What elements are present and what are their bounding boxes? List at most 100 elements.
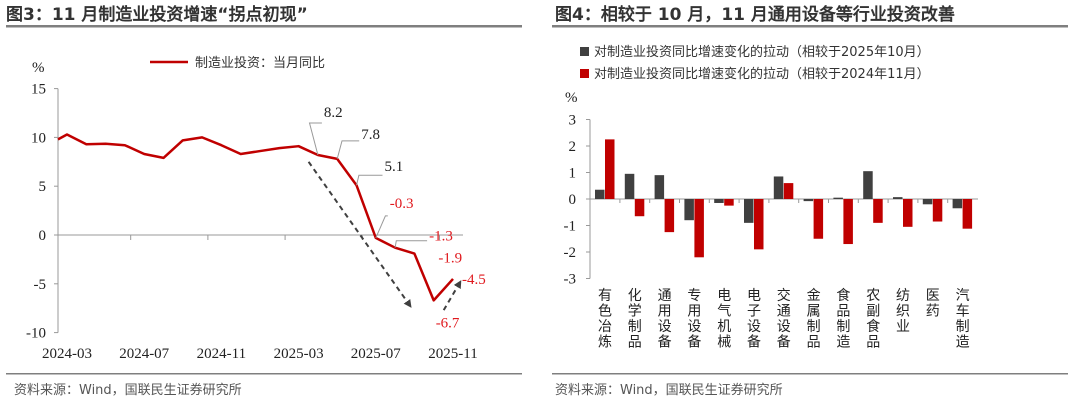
legend-swatch bbox=[580, 47, 589, 56]
y-axis-unit: % bbox=[32, 60, 45, 76]
left-title-rule bbox=[6, 25, 522, 28]
category-label-char: 子 bbox=[747, 304, 761, 320]
category-label-char: 交 bbox=[777, 287, 791, 304]
category-label-char: 品 bbox=[628, 335, 642, 351]
category-label-char: 制 bbox=[807, 319, 821, 335]
category-label-char: 机 bbox=[717, 319, 731, 335]
trend-arrow bbox=[307, 161, 412, 308]
category-label: 通用设备 bbox=[658, 288, 672, 351]
category-label-char: 化 bbox=[628, 288, 642, 304]
category-label-char: 设 bbox=[747, 319, 761, 335]
left-figure-title: 图3：11 月制造业投资增速“拐点初现” bbox=[6, 4, 308, 25]
category-label-char: 色 bbox=[598, 303, 612, 320]
bar-vs-nov-2024 bbox=[932, 199, 943, 222]
category-label-char: 制 bbox=[956, 319, 970, 335]
bar-vs-oct-2025 bbox=[922, 199, 933, 205]
right-footer-rule bbox=[552, 373, 1068, 375]
bar-vs-nov-2024 bbox=[605, 139, 615, 199]
category-label-char: 备 bbox=[777, 334, 791, 351]
category-label-char: 品 bbox=[836, 304, 850, 320]
right-figure-title: 图4：相较于 10 月，11 月通用设备等行业投资改善 bbox=[555, 4, 955, 25]
category-label-char: 食 bbox=[836, 287, 850, 304]
bar-vs-oct-2025 bbox=[833, 197, 843, 199]
y-tick-label: 3 bbox=[569, 113, 577, 129]
category-label: 纺织业 bbox=[896, 288, 910, 335]
category-label: 金属制品 bbox=[807, 288, 821, 351]
bar-vs-oct-2025 bbox=[803, 199, 814, 202]
category-label-char: 专 bbox=[687, 288, 701, 304]
bar-vs-oct-2025 bbox=[624, 173, 635, 199]
bar-vs-nov-2024 bbox=[873, 199, 883, 223]
y-tick-label: 0 bbox=[569, 192, 577, 208]
category-label-char: 汽 bbox=[956, 288, 970, 304]
bar-vs-nov-2024 bbox=[903, 199, 913, 227]
bar-vs-oct-2025 bbox=[863, 171, 873, 199]
category-label-char: 金 bbox=[807, 288, 821, 304]
left-source-note: 资料来源：Wind，国联民生证券研究所 bbox=[14, 382, 242, 398]
annotation-label: 5.1 bbox=[385, 159, 404, 175]
annotation-label: 7.8 bbox=[361, 127, 380, 143]
y-tick-label: 0 bbox=[39, 228, 47, 244]
category-label-char: 冶 bbox=[598, 319, 612, 335]
bar-vs-nov-2024 bbox=[962, 199, 973, 229]
legend-swatch bbox=[580, 69, 589, 78]
category-label-char: 备 bbox=[687, 334, 701, 351]
category-label-char: 设 bbox=[687, 319, 701, 335]
right-bar-chart: 对制造业投资同比增速变化的拉动（相较于2025年10月） 对制造业投资同比增速变化… bbox=[564, 44, 978, 351]
category-label: 医药 bbox=[926, 288, 940, 320]
category-label: 有色冶炼 bbox=[598, 288, 612, 351]
category-label: 专用设备 bbox=[687, 288, 701, 351]
category-label: 电气机械 bbox=[717, 288, 731, 351]
y-tick-label: 2 bbox=[569, 139, 577, 155]
bar-vs-oct-2025 bbox=[714, 199, 724, 203]
bar-vs-nov-2024 bbox=[843, 199, 853, 245]
annotation-label: -1.9 bbox=[438, 251, 462, 267]
category-label-char: 设 bbox=[658, 319, 672, 335]
category-label-char: 气 bbox=[717, 304, 731, 320]
category-label-char: 纺 bbox=[896, 288, 910, 304]
x-tick-label: 2025-11 bbox=[428, 346, 477, 362]
legend-label: 制造业投资：当月同比 bbox=[195, 55, 325, 71]
x-tick-label: 2024-07 bbox=[119, 346, 169, 362]
y-tick-label: 1 bbox=[569, 166, 577, 182]
annotation-label: -1.3 bbox=[429, 229, 453, 245]
category-label-char: 械 bbox=[717, 335, 731, 351]
category-label: 电子设备 bbox=[747, 288, 761, 351]
category-label-char: 农 bbox=[866, 288, 880, 304]
annotation-label: -4.5 bbox=[462, 272, 486, 288]
left-line-chart: 制造业投资：当月同比% 15 10 5 0 -5 -10 2024-03 2024-07 2024… bbox=[26, 55, 486, 362]
category-label-char: 品 bbox=[807, 335, 821, 351]
category-label: 汽车制造 bbox=[956, 288, 970, 351]
category-label-char: 设 bbox=[777, 319, 791, 335]
y-tick-label: -1 bbox=[564, 219, 577, 235]
annotation-leader bbox=[356, 174, 383, 186]
category-label-char: 业 bbox=[896, 319, 910, 335]
bar-vs-oct-2025 bbox=[893, 197, 903, 199]
category-label-char: 制 bbox=[628, 319, 642, 335]
category-label-char: 用 bbox=[687, 304, 701, 320]
y-tick-label: -5 bbox=[34, 277, 47, 293]
category-label-char: 备 bbox=[658, 334, 672, 351]
category-label-char: 织 bbox=[896, 304, 910, 320]
series-line bbox=[57, 133, 454, 302]
legend-label: 对制造业投资同比增速变化的拉动（相较于2025年10月） bbox=[594, 44, 930, 60]
category-label: 食品制造 bbox=[836, 287, 850, 351]
category-label-char: 属 bbox=[807, 304, 821, 320]
category-label: 化学制品 bbox=[628, 288, 642, 351]
bar-vs-oct-2025 bbox=[684, 199, 694, 221]
bar-vs-nov-2024 bbox=[694, 199, 704, 258]
category-label-char: 食 bbox=[866, 318, 880, 335]
y-tick-label: -2 bbox=[564, 245, 577, 261]
y-tick-label: 10 bbox=[31, 130, 46, 146]
annotation-label: -0.3 bbox=[390, 196, 414, 212]
bar-vs-nov-2024 bbox=[664, 199, 675, 233]
bar-vs-nov-2024 bbox=[813, 199, 824, 239]
y-tick-label: -3 bbox=[564, 272, 577, 288]
category-label-char: 通 bbox=[658, 288, 672, 304]
bar-vs-oct-2025 bbox=[952, 199, 963, 209]
category-label-char: 电 bbox=[717, 288, 731, 304]
category-label-char: 电 bbox=[747, 288, 761, 304]
annotation-leader bbox=[394, 240, 428, 248]
right-source-note: 资料来源：Wind，国联民生证券研究所 bbox=[555, 382, 783, 398]
